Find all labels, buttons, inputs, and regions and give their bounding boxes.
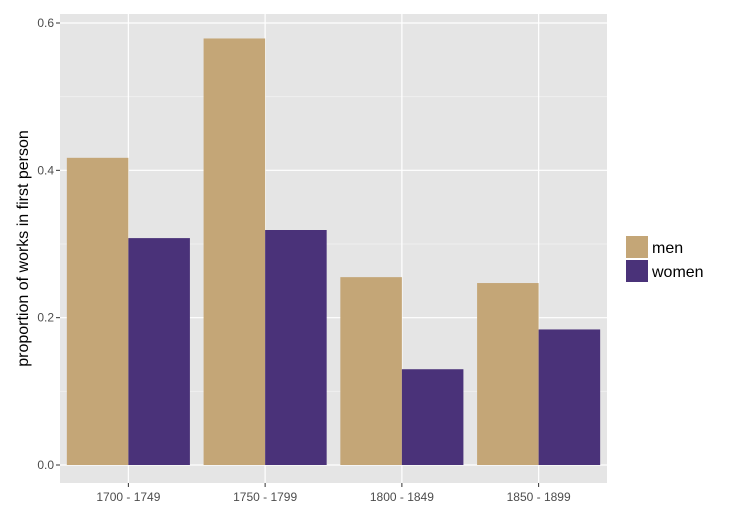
bar-women-2 xyxy=(401,369,464,465)
x-tick-label: 1700 - 1749 xyxy=(96,490,160,504)
legend-key-women xyxy=(626,260,648,282)
y-tick-label: 0.0 xyxy=(37,458,54,472)
bar-men-0 xyxy=(66,157,129,465)
x-tick-label: 1800 - 1849 xyxy=(370,490,434,504)
bar-men-3 xyxy=(477,283,539,465)
legend-key-men xyxy=(626,236,648,258)
x-tick-label: 1750 - 1799 xyxy=(233,490,297,504)
y-axis-ticks: 0.0 0.2 0.4 0.6 xyxy=(37,16,60,472)
legend-label-women: women xyxy=(651,264,704,281)
y-tick-label: 0.2 xyxy=(37,311,54,325)
x-axis-ticks: 1700 - 1749 1750 - 1799 1800 - 1849 1850 - … xyxy=(96,483,571,504)
y-axis-title: proportion of works in first person xyxy=(15,130,32,367)
legend: men women xyxy=(626,236,704,282)
bar-women-0 xyxy=(128,238,190,465)
x-tick-label: 1850 - 1899 xyxy=(507,490,571,504)
y-tick-label: 0.6 xyxy=(37,16,54,30)
bar-men-2 xyxy=(340,277,402,465)
y-tick-label: 0.4 xyxy=(37,163,54,177)
bar-women-1 xyxy=(265,230,327,465)
bars-group xyxy=(66,38,601,465)
bar-women-3 xyxy=(538,329,601,465)
legend-label-men: men xyxy=(652,240,683,257)
bar-men-1 xyxy=(203,38,266,465)
